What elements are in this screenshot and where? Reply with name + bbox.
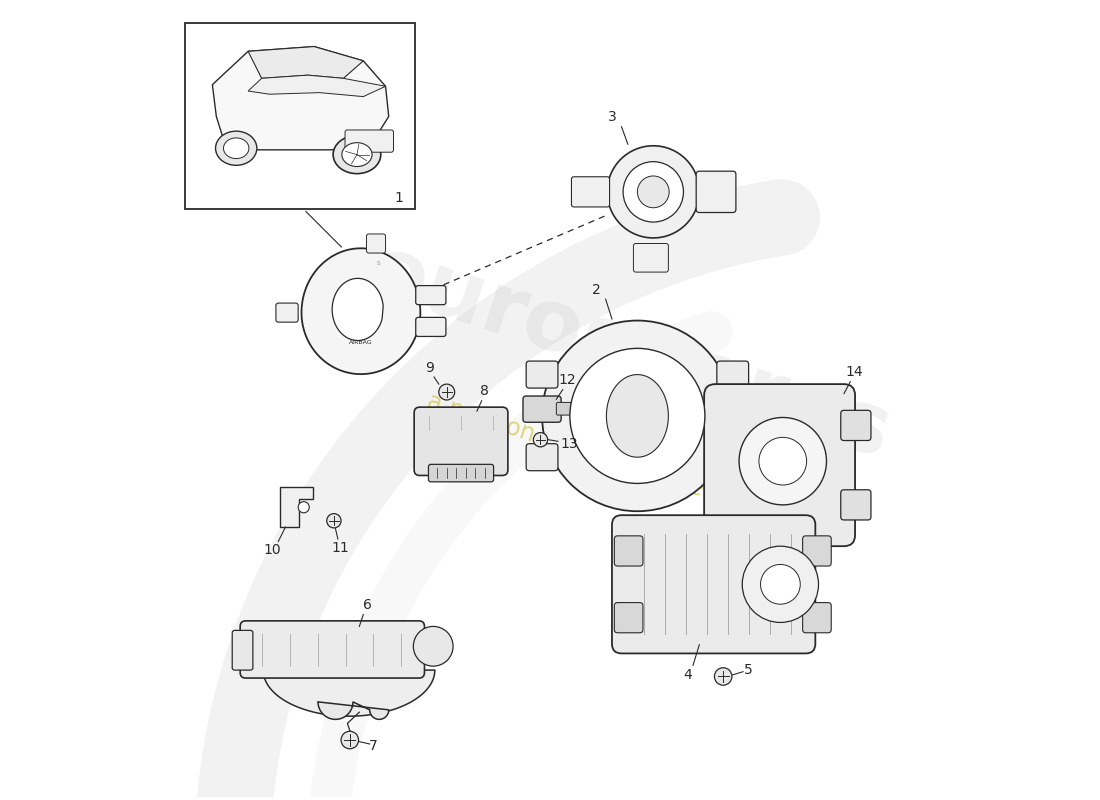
- FancyBboxPatch shape: [416, 286, 446, 305]
- Circle shape: [570, 348, 705, 483]
- Circle shape: [623, 162, 683, 222]
- Circle shape: [715, 668, 732, 686]
- Polygon shape: [606, 374, 669, 457]
- Circle shape: [341, 731, 359, 749]
- Text: a passion for parts since 1985: a passion for parts since 1985: [425, 389, 771, 522]
- FancyBboxPatch shape: [557, 402, 572, 415]
- Polygon shape: [318, 702, 388, 719]
- Text: 12: 12: [559, 374, 576, 387]
- FancyBboxPatch shape: [840, 490, 871, 520]
- Circle shape: [542, 321, 733, 511]
- FancyBboxPatch shape: [526, 444, 558, 470]
- FancyBboxPatch shape: [614, 602, 642, 633]
- Ellipse shape: [223, 138, 249, 158]
- Text: eurospares: eurospares: [358, 229, 901, 476]
- Text: 8: 8: [481, 385, 490, 398]
- FancyBboxPatch shape: [614, 536, 642, 566]
- Circle shape: [759, 438, 806, 485]
- Circle shape: [327, 514, 341, 528]
- Text: 10: 10: [263, 543, 280, 557]
- Text: 13: 13: [560, 437, 578, 450]
- Polygon shape: [249, 75, 386, 97]
- Bar: [185, 22, 415, 210]
- FancyBboxPatch shape: [704, 384, 855, 546]
- FancyBboxPatch shape: [276, 303, 298, 322]
- FancyBboxPatch shape: [803, 602, 832, 633]
- Text: 3: 3: [607, 110, 616, 124]
- Circle shape: [414, 626, 453, 666]
- FancyBboxPatch shape: [345, 130, 394, 152]
- FancyBboxPatch shape: [634, 243, 669, 272]
- FancyBboxPatch shape: [415, 407, 508, 475]
- Text: 14: 14: [846, 366, 864, 379]
- Text: 4: 4: [683, 668, 692, 682]
- Polygon shape: [332, 278, 383, 341]
- FancyBboxPatch shape: [240, 621, 425, 678]
- FancyBboxPatch shape: [522, 396, 561, 422]
- FancyBboxPatch shape: [416, 318, 446, 337]
- Ellipse shape: [342, 142, 372, 166]
- Polygon shape: [263, 670, 434, 716]
- Ellipse shape: [333, 135, 381, 174]
- FancyBboxPatch shape: [840, 410, 871, 441]
- Ellipse shape: [216, 131, 257, 166]
- Circle shape: [739, 418, 826, 505]
- Circle shape: [760, 565, 801, 604]
- FancyBboxPatch shape: [429, 464, 494, 482]
- Text: AIRBAG: AIRBAG: [349, 340, 373, 346]
- Circle shape: [298, 502, 309, 513]
- FancyBboxPatch shape: [366, 234, 386, 253]
- Polygon shape: [249, 46, 363, 78]
- FancyBboxPatch shape: [612, 515, 815, 654]
- Polygon shape: [301, 248, 420, 374]
- Circle shape: [742, 546, 818, 622]
- FancyBboxPatch shape: [696, 171, 736, 213]
- Circle shape: [637, 176, 669, 208]
- Text: 1: 1: [395, 191, 404, 206]
- FancyBboxPatch shape: [232, 630, 253, 670]
- Text: 9: 9: [425, 361, 433, 374]
- Text: S: S: [376, 261, 381, 266]
- Text: 6: 6: [363, 598, 372, 612]
- Text: 2: 2: [592, 282, 601, 297]
- FancyBboxPatch shape: [803, 536, 832, 566]
- Circle shape: [439, 384, 454, 400]
- FancyBboxPatch shape: [717, 444, 749, 470]
- FancyBboxPatch shape: [717, 361, 749, 388]
- Polygon shape: [279, 487, 313, 527]
- FancyBboxPatch shape: [572, 177, 609, 207]
- Text: 11: 11: [331, 541, 349, 554]
- Text: 7: 7: [370, 739, 378, 754]
- Polygon shape: [212, 46, 388, 150]
- Text: 5: 5: [745, 663, 754, 677]
- FancyBboxPatch shape: [526, 361, 558, 388]
- Circle shape: [534, 433, 548, 447]
- Circle shape: [607, 146, 700, 238]
